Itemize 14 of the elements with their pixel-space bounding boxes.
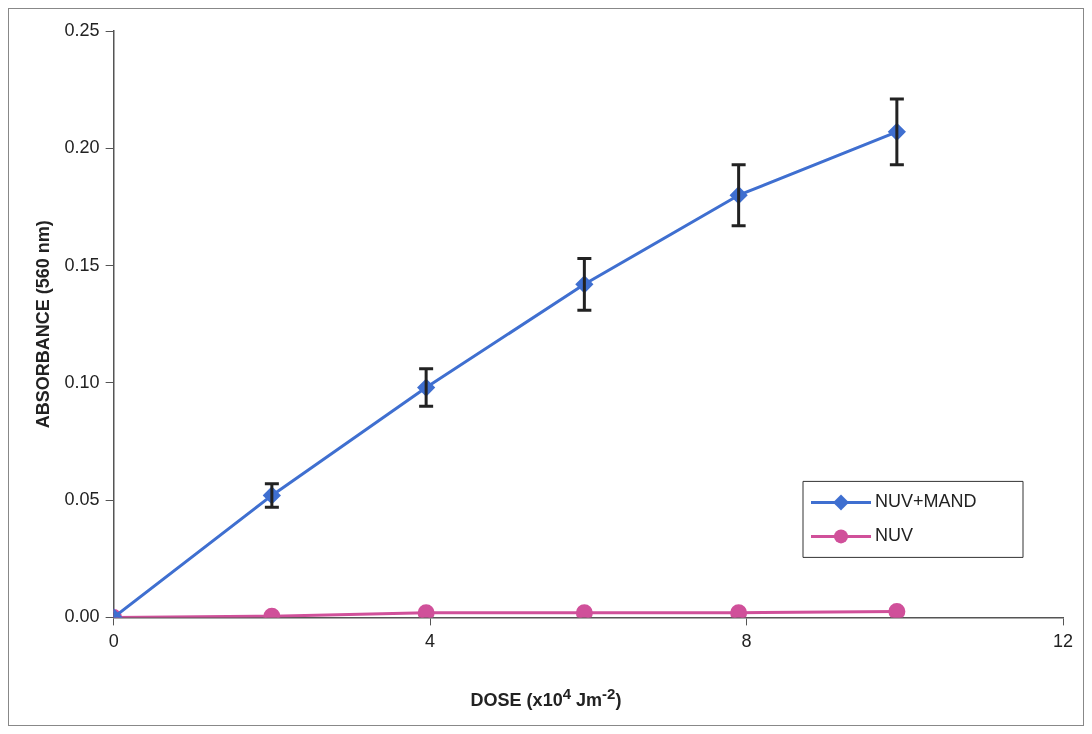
y-tick-label: 0.10 <box>64 371 100 392</box>
x-axis-title: DOSE (x10$^{4}$ Jm$^{-2}$) <box>469 685 623 711</box>
y-tick-label: 0.25 <box>64 19 100 40</box>
y-tick-label: 0.20 <box>64 137 100 158</box>
x-tick-label: 4 <box>425 631 436 652</box>
legend-label: NUV+MAND <box>875 491 977 512</box>
y-tick-label: 0.15 <box>64 254 100 275</box>
y-axis-title: ABSORBANCE (560 nm) <box>32 220 53 429</box>
x-tick-label: 0 <box>108 631 119 652</box>
x-tick-label: 8 <box>741 631 752 652</box>
legend-label: NUV <box>875 525 914 546</box>
y-tick-label: 0.05 <box>64 489 100 510</box>
x-tick-label: 12 <box>1052 631 1074 652</box>
y-tick-label: 0.00 <box>64 606 100 627</box>
